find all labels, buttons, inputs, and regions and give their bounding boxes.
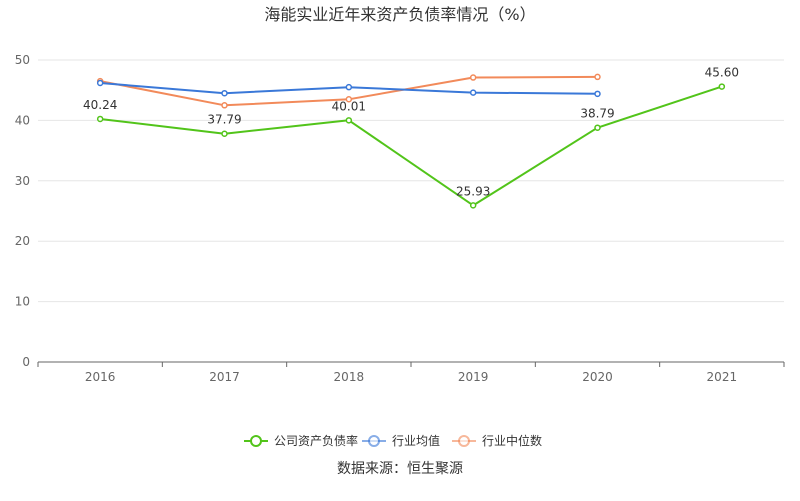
axes: 0 10 20 30 40 50 2016 2017 2018 2019 2020 2021 [15,53,785,384]
grid [38,59,784,303]
data-label: 38.79 [580,107,614,121]
data-point [469,74,477,81]
data-point [96,115,104,123]
y-tick-label: 10 [15,295,30,309]
data-label: 40.24 [83,98,117,112]
data-point [718,83,726,90]
data-point [345,96,353,103]
data-labels: 40.24 37.79 40.01 25.93 38.79 45.60 [83,66,739,199]
y-tick-label: 50 [15,53,30,67]
y-tick-label: 30 [15,174,30,188]
series-layer [96,73,726,209]
series-3 [96,73,601,109]
y-tick-label: 20 [15,234,30,248]
x-tick-label: 2021 [707,370,738,384]
data-label: 37.79 [207,113,241,127]
data-point [594,124,601,131]
y-tick-label: 0 [22,355,30,369]
data-point [96,79,104,87]
legend-item[interactable]: 公司资产负债率 [244,433,358,448]
data-point [469,202,477,209]
legend-item[interactable]: 行业中位数 [452,433,542,448]
legend-marker [458,435,470,447]
x-tick-label: 2019 [458,370,489,384]
legend-marker [368,435,380,447]
data-point [345,83,353,91]
series-1 [96,83,726,209]
legend-marker [250,435,262,447]
x-tick-label: 2020 [582,370,613,384]
y-tick-label: 40 [15,113,30,127]
data-point [221,89,228,97]
data-point [345,117,353,124]
series-2 [96,79,601,98]
data-label: 25.93 [456,184,490,198]
legend-label: 行业均值 [392,433,440,448]
data-point [594,90,601,98]
data-label: 40.01 [332,99,366,113]
series-line [100,85,723,207]
source-note: 数据来源：恒生聚源 [337,461,463,477]
legend[interactable]: 公司资产负债率 行业均值 行业中位数 [244,433,542,448]
x-tick-label: 2018 [334,370,365,384]
legend-item[interactable]: 行业均值 [362,433,440,448]
x-tick-label: 2016 [85,370,116,384]
chart-title: 海能实业近年来资产负债率情况（%） [264,5,535,24]
data-label: 45.60 [705,66,739,80]
legend-label: 公司资产负债率 [274,433,358,448]
data-point [594,73,601,81]
data-point [221,102,228,109]
data-point [221,130,228,137]
data-point [469,89,477,96]
x-tick-label: 2017 [209,370,240,384]
legend-label: 行业中位数 [482,433,542,448]
